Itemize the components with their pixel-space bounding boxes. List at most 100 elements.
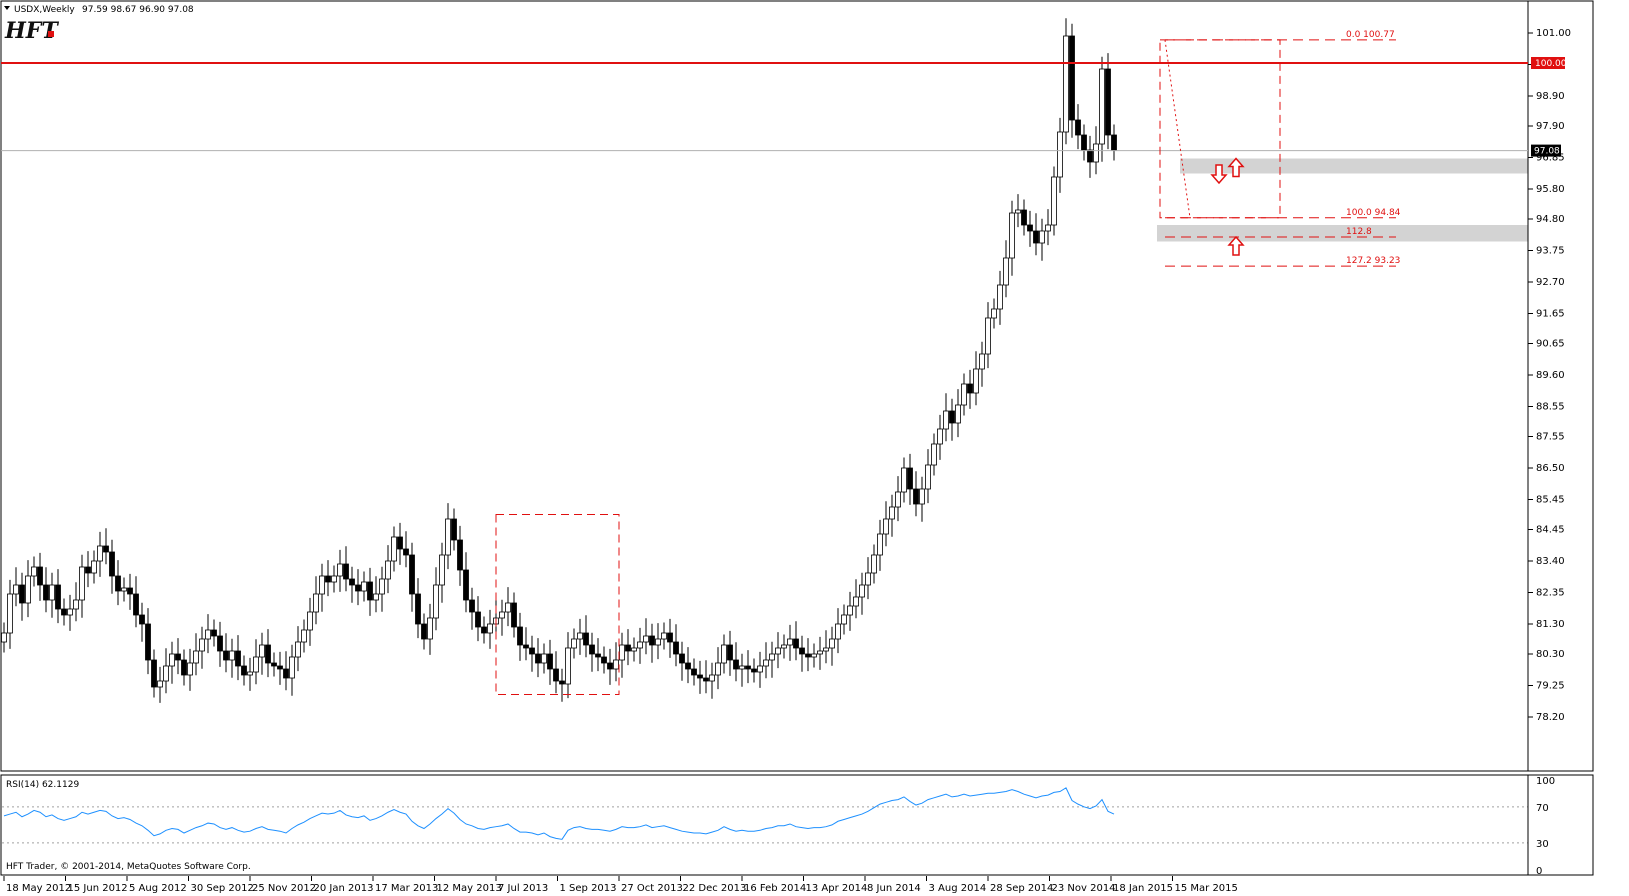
candle <box>55 569 61 624</box>
bull-candle-body <box>997 284 1003 310</box>
bull-candle-body <box>937 428 943 445</box>
candle <box>451 508 457 551</box>
bull-candle-body <box>379 578 385 595</box>
candle <box>313 576 319 625</box>
bull-candle-body <box>1057 131 1063 178</box>
bull-candle-body <box>787 638 793 646</box>
candle <box>697 660 703 694</box>
bull-candle-body <box>337 563 343 577</box>
bull-candle-body <box>193 650 199 664</box>
candle <box>361 571 367 602</box>
candle <box>373 576 379 613</box>
candle <box>169 641 175 684</box>
candle <box>103 528 109 565</box>
candle <box>259 632 265 675</box>
candle <box>145 608 151 675</box>
candle <box>235 635 241 681</box>
bull-candle-body <box>715 662 721 676</box>
candle <box>601 646 607 674</box>
bear-candle-body <box>553 668 559 682</box>
candle <box>589 632 595 672</box>
candle <box>67 594 73 631</box>
bull-candle-body <box>817 650 823 655</box>
bull-candle-body <box>97 545 103 562</box>
candle <box>523 627 529 661</box>
bull-candle-body <box>433 584 439 619</box>
bear-candle-body <box>523 644 529 649</box>
time-tick-label: 20 Jan 2013 <box>314 883 374 894</box>
bull-candle-body <box>373 593 379 601</box>
bull-candle-body <box>67 608 73 616</box>
bear-candle-body <box>907 467 913 490</box>
logo-dot <box>48 31 54 37</box>
bear-candle-body <box>43 584 49 601</box>
bull-candle-body <box>769 653 775 661</box>
bear-candle-body <box>751 668 757 673</box>
rsi-label: RSI(14) 62.1129 <box>6 780 79 790</box>
candle <box>739 653 745 687</box>
bear-candle-body <box>1027 224 1033 232</box>
bull-candle-body <box>169 653 175 667</box>
bull-candle-body <box>835 623 841 640</box>
bear-candle-body <box>733 659 739 670</box>
bear-candle-body <box>559 680 565 685</box>
price-tick-label: 82.35 <box>1536 588 1565 599</box>
bear-candle-body <box>949 410 955 424</box>
bull-candle-body <box>961 383 967 406</box>
candle <box>745 650 751 684</box>
bear-candle-body <box>421 623 427 640</box>
bear-candle-body <box>265 644 271 664</box>
candle <box>973 351 979 406</box>
bear-candle-body <box>607 662 613 670</box>
bull-candle-body <box>391 536 397 562</box>
bull-candle-body <box>565 647 571 685</box>
candle <box>433 567 439 631</box>
bear-candle-body <box>1081 134 1087 151</box>
candle <box>769 641 775 678</box>
price-tick-label: 97.90 <box>1536 121 1565 132</box>
bull-candle-body <box>739 665 745 670</box>
candle <box>1 622 7 653</box>
bull-candle-body <box>781 644 787 649</box>
bear-candle-body <box>547 653 553 670</box>
time-tick-label: 18 May 2012 <box>6 883 71 894</box>
candle <box>217 621 223 667</box>
triangle-down-icon[interactable] <box>4 6 10 10</box>
candle <box>619 632 625 678</box>
bull-candle-body <box>25 575 31 604</box>
candle <box>763 642 769 679</box>
bear-candle-body <box>403 548 409 556</box>
candle <box>721 634 727 674</box>
candle <box>157 666 163 703</box>
candle <box>253 639 259 685</box>
bull-candle-body <box>931 443 937 466</box>
bear-candle-body <box>1033 230 1039 244</box>
candle <box>571 628 577 659</box>
candle <box>871 544 877 584</box>
bear-candle-body <box>223 650 229 661</box>
candle <box>649 623 655 663</box>
bull-candle-body <box>853 596 859 607</box>
main-panel-frame <box>0 0 1594 772</box>
bear-candle-body <box>691 668 697 676</box>
candle <box>967 369 973 409</box>
bull-candle-body <box>655 638 661 646</box>
candle <box>115 560 121 606</box>
bear-candle-body <box>349 578 355 586</box>
candle <box>487 609 493 649</box>
bull-candle-body <box>7 593 13 634</box>
bull-candle-body <box>823 647 829 652</box>
price-tick-label: 79.25 <box>1536 681 1565 692</box>
bull-candle-body <box>1051 176 1057 226</box>
candle <box>469 587 475 630</box>
candle <box>319 563 325 612</box>
candle <box>577 618 583 655</box>
bull-candle-body <box>889 506 895 520</box>
bear-candle-body <box>367 581 373 601</box>
candle <box>535 638 541 678</box>
bull-candle-body <box>619 644 625 661</box>
bear-candle-body <box>679 653 685 664</box>
candle <box>163 648 169 694</box>
candle <box>901 457 907 503</box>
bear-candle-body <box>1087 149 1093 163</box>
